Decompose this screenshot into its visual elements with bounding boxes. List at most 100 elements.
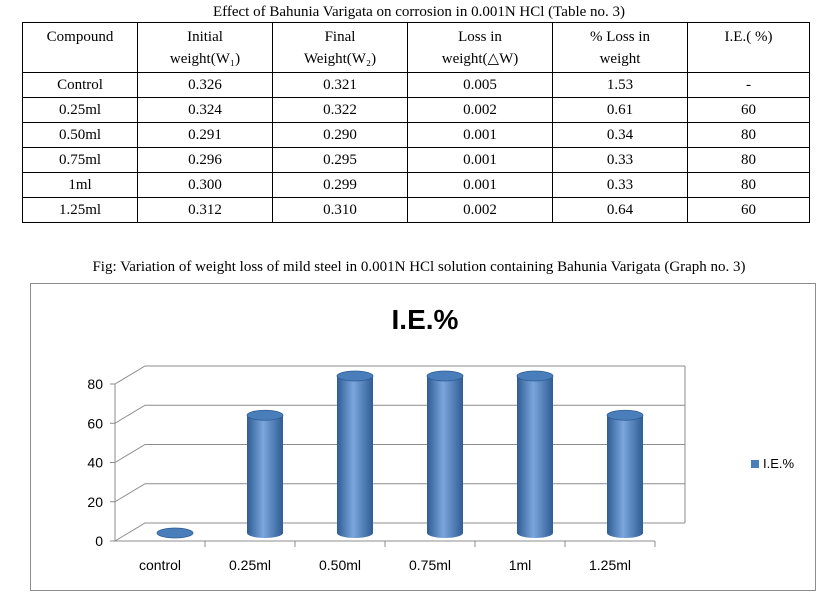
- table-cell: 1.25ml: [22, 197, 138, 223]
- table-cell: 0.50ml: [22, 122, 138, 148]
- table-cell: 0.326: [137, 72, 273, 98]
- table-header-row: Compound Initial weight(W₁) Final Weight(W…: [22, 22, 810, 73]
- header-percent-loss: % Loss in weight: [552, 22, 688, 73]
- header-initial-weight: Initial weight(W₁): [137, 22, 273, 73]
- header-text: Loss in: [458, 29, 502, 45]
- table-cell: 0.61: [552, 97, 688, 123]
- table-cell: Control: [22, 72, 138, 98]
- bar-cap: [246, 409, 284, 421]
- table-row: Control 0.326 0.321 0.005 1.53 -: [22, 72, 810, 98]
- x-tick-label: 1.25ml: [589, 557, 631, 573]
- table-row: 0.75ml 0.296 0.295 0.001 0.33 80: [22, 147, 810, 173]
- bar: [246, 409, 284, 538]
- table-cell: 0.001: [407, 147, 553, 173]
- y-tick-label: 40: [87, 455, 103, 471]
- table-cell: 80: [687, 172, 810, 198]
- chart-title: I.E.%: [392, 304, 459, 335]
- table-cell: 0.002: [407, 97, 553, 123]
- x-tick-label: 0.25ml: [229, 557, 271, 573]
- bar: [606, 409, 644, 538]
- header-text: % Loss in: [590, 29, 650, 45]
- header-text: Initial: [187, 29, 223, 45]
- bar-cap: [336, 370, 374, 382]
- bar-body: [247, 415, 283, 538]
- table-cell: 0.324: [137, 97, 273, 123]
- x-tick-label: control: [139, 557, 181, 573]
- header-text: weight(W₁): [169, 51, 241, 67]
- table-cell: 0.299: [272, 172, 408, 198]
- table-cell: 0.64: [552, 197, 688, 223]
- gridline: [114, 365, 685, 385]
- table-cell: 0.296: [137, 147, 273, 173]
- figure-caption: Fig: Variation of weight loss of mild st…: [92, 259, 746, 275]
- bar-body: [427, 376, 463, 538]
- table-row: 0.50ml 0.291 0.290 0.001 0.34 80: [22, 122, 810, 148]
- header-text: weight: [599, 51, 641, 67]
- table-cell: 0.300: [137, 172, 273, 198]
- x-tick-label: 1ml: [509, 557, 532, 573]
- table-cell: 0.005: [407, 72, 553, 98]
- table-cell: 0.25ml: [22, 97, 138, 123]
- table-row: 1.25ml 0.312 0.310 0.002 0.64 60: [22, 197, 810, 223]
- bar: [336, 370, 374, 538]
- bar: [516, 370, 554, 538]
- bar-body: [337, 376, 373, 538]
- bar-cap: [426, 370, 464, 382]
- header-text: I.E.( %): [724, 29, 773, 45]
- header-text: weight(△W): [441, 51, 519, 67]
- table-cell: -: [687, 72, 810, 98]
- table-cell: 80: [687, 147, 810, 173]
- chart-legend: I.E.%: [751, 456, 794, 471]
- table-cell: 0.001: [407, 172, 553, 198]
- y-tick-label: 20: [87, 494, 103, 510]
- header-ie-percent: I.E.( %): [687, 22, 810, 73]
- bar-cap: [516, 370, 554, 382]
- table-cell: 0.33: [552, 147, 688, 173]
- header-text: Compound: [46, 29, 114, 45]
- bar-cap: [606, 409, 644, 421]
- y-tick-label: 80: [87, 376, 103, 392]
- table-cell: 60: [687, 197, 810, 223]
- table-cell: 0.310: [272, 197, 408, 223]
- bar: [156, 527, 194, 539]
- legend-swatch: [751, 459, 759, 468]
- table-cell: 80: [687, 122, 810, 148]
- table-cell: 0.001: [407, 122, 553, 148]
- table-caption: Effect of Bahunia Varigata on corrosion …: [212, 4, 626, 20]
- x-tick-label: 0.75ml: [409, 557, 451, 573]
- header-loss-in-weight: Loss in weight(△W): [407, 22, 553, 73]
- table-cell: 0.295: [272, 147, 408, 173]
- table-cell: 0.75ml: [22, 147, 138, 173]
- ie-bar-chart: 0 20 40 60 80 control 0.25ml 0.50ml 0.75ml 1ml 1.2…: [87, 304, 686, 573]
- table-cell: 0.322: [272, 97, 408, 123]
- gridline: [114, 483, 685, 503]
- legend-label: I.E.%: [763, 456, 795, 471]
- header-text: Weight(W₂): [303, 51, 377, 67]
- bar-body: [607, 415, 643, 538]
- table-cell: 0.290: [272, 122, 408, 148]
- y-tick-label: 0: [95, 533, 103, 549]
- bar: [426, 370, 464, 538]
- header-compound: Compound: [22, 22, 138, 73]
- chart-area: 0 20 40 60 80 control 0.25ml 0.50ml 0.75ml 1ml 1.2…: [30, 283, 816, 591]
- table-cell: 0.002: [407, 197, 553, 223]
- table-cell: 60: [687, 97, 810, 123]
- x-tick-label: 0.50ml: [319, 557, 361, 573]
- gridline: [114, 404, 685, 424]
- gridline: [114, 444, 685, 463]
- corrosion-data-table: Compound Initial weight(W₁) Final Weight(W…: [22, 22, 810, 223]
- y-tick-label: 60: [87, 415, 103, 431]
- table-cell: 1ml: [22, 172, 138, 198]
- table-row: 0.25ml 0.324 0.322 0.002 0.61 60: [22, 97, 810, 123]
- table-cell: 1.53: [552, 72, 688, 98]
- gridline: [114, 522, 685, 542]
- table-cell: 0.321: [272, 72, 408, 98]
- table-cell: 0.291: [137, 122, 273, 148]
- table-cell: 0.33: [552, 172, 688, 198]
- table-cell: 0.34: [552, 122, 688, 148]
- header-final-weight: Final Weight(W₂): [272, 22, 408, 73]
- header-text: Final: [324, 29, 356, 45]
- bar-body: [517, 376, 553, 538]
- bar-cap: [156, 527, 194, 539]
- table-cell: 0.312: [137, 197, 273, 223]
